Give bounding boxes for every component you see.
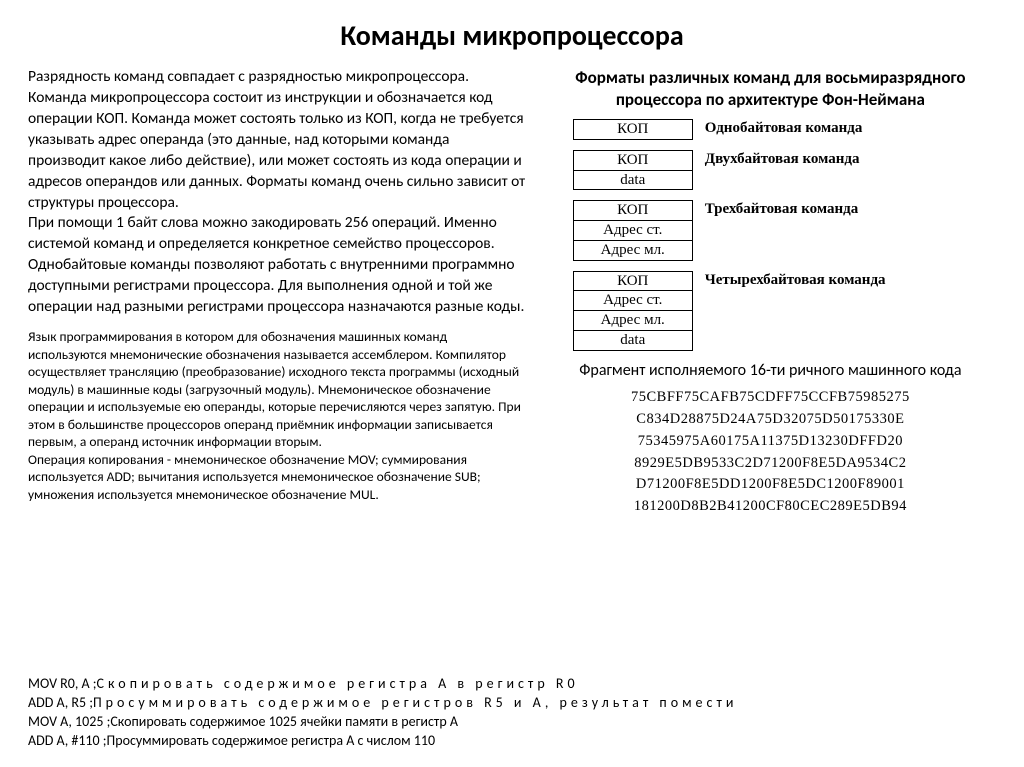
format-boxes: КОП data <box>573 150 693 191</box>
format-label: Однобайтовая команда <box>705 119 863 138</box>
format-cell: КОП <box>573 150 693 171</box>
format-cell: data <box>573 331 693 351</box>
asm-line-1: MOV R0, A ;Скопировать содержимое регист… <box>28 675 1018 694</box>
format-cell: Адрес мл. <box>573 311 693 331</box>
assembly-examples: MOV R0, A ;Скопировать содержимое регист… <box>28 675 1018 751</box>
asm-line-4: ADD A, #110 ;Просуммировать содержимое р… <box>28 732 1018 751</box>
page-title: Команды микропроцессора <box>28 18 996 53</box>
hex-line: 8929E5DB9533C2D71200F8E5DA9534C2 <box>545 453 996 475</box>
format-label: Трехбайтовая команда <box>705 200 858 219</box>
right-column: Форматы различных команд для восьмиразря… <box>545 67 996 518</box>
format-3byte: КОП Адрес ст. Адрес мл. Трехбайтовая ком… <box>545 200 996 260</box>
format-boxes: КОП Адрес ст. Адрес мл. <box>573 200 693 260</box>
format-cell: Адрес ст. <box>573 291 693 311</box>
asm-line-2: ADD A, R5 ;Просуммировать содержимое рег… <box>28 694 1018 713</box>
format-cell: КОП <box>573 200 693 221</box>
hex-line: D71200F8E5DD1200F8E5DC1200F89001 <box>545 474 996 496</box>
format-boxes: КОП Адрес ст. Адрес мл. data <box>573 271 693 351</box>
paragraph-assembler: Язык программирования в котором для обоз… <box>28 328 527 503</box>
format-2byte: КОП data Двухбайтовая команда <box>545 150 996 191</box>
two-column-layout: Разрядность команд совпадает с разряднос… <box>28 67 996 518</box>
asm-line-3: MOV A, 1025 ;Скопировать содержимое 1025… <box>28 713 1018 732</box>
format-boxes: КОП <box>573 119 693 140</box>
hex-dump: 75CBFF75CAFB75CDFF75CCFB75985275 C834D28… <box>545 387 996 518</box>
left-column: Разрядность команд совпадает с разряднос… <box>28 67 527 518</box>
format-cell: КОП <box>573 119 693 140</box>
format-cell: Адрес ст. <box>573 221 693 241</box>
format-1byte: КОП Однобайтовая команда <box>545 119 996 140</box>
fragment-heading: Фрагмент исполняемого 16-ти ричного маши… <box>545 361 996 382</box>
hex-line: 181200D8B2B41200CF80CEC289E5DB94 <box>545 496 996 518</box>
format-label: Двухбайтовая команда <box>705 150 860 169</box>
hex-line: C834D28875D24A75D32075D50175330E <box>545 409 996 431</box>
format-label: Четырехбайтовая команда <box>705 271 886 290</box>
format-cell: КОП <box>573 271 693 292</box>
format-cell: Адрес мл. <box>573 241 693 261</box>
hex-line: 75CBFF75CAFB75CDFF75CCFB75985275 <box>545 387 996 409</box>
formats-heading: Форматы различных команд для восьмиразря… <box>545 67 996 111</box>
format-cell: data <box>573 171 693 191</box>
hex-line: 75345975A60175A11375D13230DFFD20 <box>545 431 996 453</box>
paragraph-main: Разрядность команд совпадает с разряднос… <box>28 67 527 318</box>
format-4byte: КОП Адрес ст. Адрес мл. data Четырехбайт… <box>545 271 996 351</box>
